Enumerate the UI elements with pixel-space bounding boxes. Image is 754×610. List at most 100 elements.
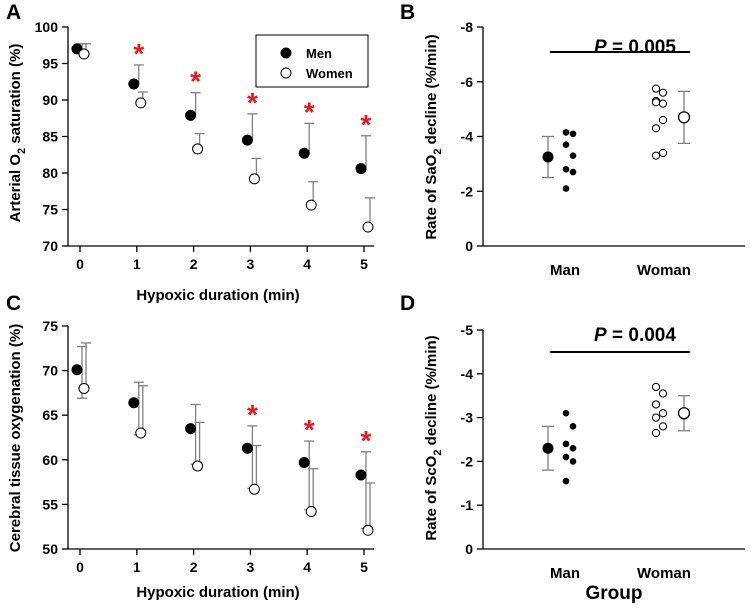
legend-men-marker: [280, 47, 292, 59]
significance-star: *: [133, 38, 144, 69]
women-data-point: [248, 483, 260, 495]
y-tick-label: 60: [42, 452, 58, 468]
y-tick-label: -1: [461, 497, 474, 513]
women-data-point: [362, 524, 374, 536]
y-tick-label: 0: [465, 238, 473, 254]
panel-a-plot: 70 75 80 85 90 95 100 0 1 2 3 4 5 * * * * *: [35, 19, 375, 272]
y-tick-label: 75: [42, 318, 58, 334]
panel-a-legend: Men Women: [255, 34, 369, 88]
men-data-point: [355, 469, 367, 481]
man-individual-point: [562, 477, 570, 485]
panel-c-ylabel: Cerebral tissue oxygenation (%): [7, 324, 24, 552]
woman-mean-point: [677, 111, 691, 124]
women-data-point: [248, 173, 260, 185]
y-tick-label: 90: [42, 92, 58, 108]
y-tick-label: -2: [461, 453, 474, 469]
x-tick-label: 5: [360, 559, 368, 575]
y-tick-label: 55: [42, 496, 58, 512]
women-data-point: [305, 506, 317, 518]
women-data-point: [78, 48, 90, 60]
woman-individual-point: [658, 422, 668, 431]
woman-mean-point: [677, 407, 691, 420]
y-tick-label: 50: [42, 541, 58, 557]
x-category-label: Woman: [637, 262, 691, 279]
x-tick-label: 5: [360, 256, 368, 272]
x-tick-label: 2: [190, 559, 198, 575]
panel-letter-d: D: [400, 292, 415, 315]
x-tick-label: 0: [76, 559, 84, 575]
x-tick-label: 1: [133, 559, 141, 575]
panel-d-xlabel: Group: [586, 583, 643, 604]
x-tick-label: 1: [133, 256, 141, 272]
men-data-point: [298, 456, 310, 468]
man-individual-point: [562, 409, 570, 417]
men-data-point: [128, 397, 140, 409]
man-individual-point: [569, 130, 577, 138]
woman-individual-point: [658, 99, 668, 108]
woman-individual-point: [651, 400, 661, 409]
legend-men-label: Men: [306, 46, 332, 61]
man-individual-point: [562, 166, 570, 173]
y-tick-label: -8: [461, 19, 474, 35]
man-individual-point: [562, 141, 570, 149]
men-data-point: [185, 109, 197, 121]
x-tick-label: 3: [247, 256, 255, 272]
panel-a-xlabel: Hypoxic duration (min): [136, 287, 299, 304]
y-tick-label: 85: [42, 129, 58, 145]
panel-d-plot: 0 -1 -2 -3 -4 -5 Man Woman: [461, 322, 745, 582]
men-data-point: [241, 134, 253, 146]
y-tick-label: 95: [42, 56, 58, 72]
man-individual-point: [569, 168, 577, 176]
woman-individual-point: [658, 389, 668, 398]
y-tick-label: -2: [461, 183, 474, 199]
significance-star: *: [304, 414, 315, 445]
panel-letter-c: C: [6, 292, 21, 315]
significance-star: *: [247, 399, 258, 430]
woman-individual-point: [651, 84, 661, 93]
man-individual-point: [569, 423, 577, 430]
significance-star: *: [247, 87, 258, 118]
women-data-point: [192, 143, 204, 155]
man-individual-point: [562, 129, 570, 136]
y-tick-label: -4: [461, 129, 474, 145]
woman-individual-point: [651, 413, 661, 422]
man-mean-point: [542, 442, 554, 454]
x-tick-label: 4: [303, 559, 311, 575]
significance-star: *: [361, 425, 372, 456]
x-category-label: Man: [550, 565, 580, 582]
men-data-point: [298, 147, 310, 159]
woman-individual-point: [651, 151, 661, 160]
y-tick-label: 70: [42, 363, 58, 379]
y-tick-label: -5: [461, 322, 474, 338]
woman-individual-point: [658, 88, 668, 97]
woman-individual-point: [651, 98, 661, 107]
panel-b-plot: 0 -2 -4 -6 -8 Man Woman: [461, 19, 745, 279]
women-data-point: [135, 97, 147, 109]
panel-b-ylabel: Rate of SaO2 decline (%/min): [423, 34, 444, 239]
panel-c-xlabel: Hypoxic duration (min): [136, 584, 299, 601]
men-data-point: [128, 78, 140, 90]
x-category-label: Man: [550, 262, 580, 279]
woman-individual-point: [651, 382, 661, 392]
men-data-point: [185, 423, 197, 435]
women-data-point: [192, 460, 204, 472]
man-mean-point: [542, 151, 554, 163]
y-tick-label: 70: [42, 238, 58, 254]
significance-star: *: [361, 109, 372, 140]
man-individual-point: [569, 458, 577, 465]
x-tick-label: 0: [76, 256, 84, 272]
y-tick-label: -3: [461, 410, 474, 426]
panel-b-p-value: P = 0.005: [594, 37, 676, 58]
legend-women-label: Women: [306, 66, 353, 81]
x-tick-label: 4: [303, 256, 311, 272]
woman-individual-point: [658, 409, 668, 418]
women-data-point: [135, 427, 147, 439]
y-tick-label: 100: [35, 19, 59, 35]
legend-box: [255, 34, 369, 88]
panel-d-p-value: P = 0.004: [594, 325, 676, 346]
panel-c-plot: 50 55 60 65 70 75 0 1 2 3 4 5 * * *: [42, 318, 375, 575]
y-tick-label: -6: [461, 74, 474, 90]
y-tick-label: 0: [465, 541, 473, 557]
x-tick-label: 3: [247, 559, 255, 575]
